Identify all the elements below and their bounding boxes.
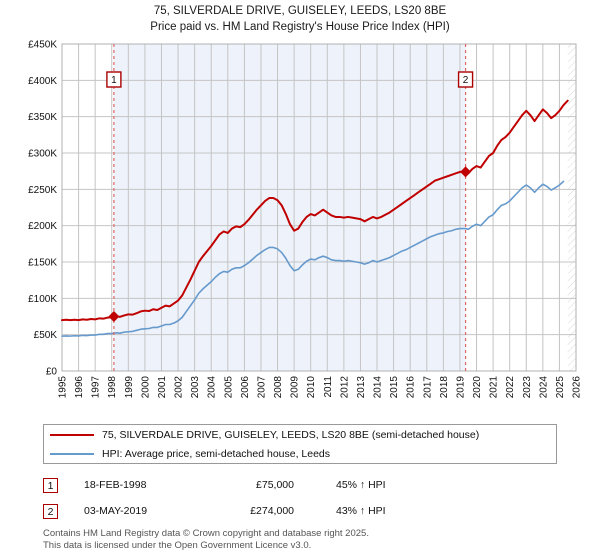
y-axis-tick-label: £450K bbox=[28, 40, 57, 51]
x-axis-tick-label: 2001 bbox=[157, 376, 168, 399]
footer-line-2: This data is licensed under the Open Gov… bbox=[43, 539, 312, 551]
x-axis-tick-label: 1999 bbox=[124, 376, 135, 399]
table-row[interactable]: 1 18-FEB-1998 £75,000 45% ↑ HPI bbox=[43, 472, 557, 498]
x-axis-tick-label: 2010 bbox=[306, 376, 317, 399]
x-axis-tick-label: 2024 bbox=[538, 376, 549, 399]
price-history-chart: £0 £50K £100K £150K £200K £250K £300K £350K £400… bbox=[28, 40, 583, 399]
x-axis-tick-label: 2002 bbox=[174, 376, 185, 399]
transaction-price: £274,000 bbox=[250, 505, 294, 517]
page-title: 75, SILVERDALE DRIVE, GUISELEY, LEEDS, L… bbox=[0, 3, 600, 35]
y-axis-tick-label: £150K bbox=[28, 258, 57, 269]
transaction-date: 03-MAY-2019 bbox=[84, 505, 148, 517]
x-axis-tick-label: 2014 bbox=[373, 376, 384, 399]
title-line-1: 75, SILVERDALE DRIVE, GUISELEY, LEEDS, L… bbox=[153, 5, 447, 17]
x-axis-tick-label: 2007 bbox=[256, 376, 267, 399]
legend-item-hpi: HPI: Average price, semi-detached house,… bbox=[44, 444, 556, 463]
x-axis-tick-label: 2021 bbox=[489, 376, 500, 399]
legend-swatch-price-paid bbox=[50, 433, 94, 436]
x-axis-tick-label: 2022 bbox=[505, 376, 516, 399]
x-axis-tick-label: 2013 bbox=[356, 376, 367, 399]
series-line-price-paid bbox=[61, 99, 569, 322]
x-axis-tick-label: 2017 bbox=[422, 376, 433, 399]
legend-label-price-paid: 75, SILVERDALE DRIVE, GUISELEY, LEEDS, L… bbox=[102, 428, 480, 441]
sale-marker-badge-label: 2 bbox=[463, 75, 469, 86]
x-axis-tick-label: 1998 bbox=[107, 376, 118, 399]
x-axis-tick-label: 2009 bbox=[290, 376, 301, 399]
x-axis-tick-label: 2016 bbox=[406, 376, 417, 399]
transaction-hpi-delta: 45% ↑ HPI bbox=[336, 479, 386, 491]
x-axis-tick-label: 2015 bbox=[389, 376, 400, 399]
footer-line-1: Contains HM Land Registry data © Crown c… bbox=[43, 528, 369, 539]
x-axis-tick-label: 2019 bbox=[455, 376, 466, 399]
title-line-2: Price paid vs. HM Land Registry's House … bbox=[150, 21, 450, 33]
x-axis-tick-label: 2023 bbox=[522, 376, 533, 399]
sale-point-marker[interactable] bbox=[108, 311, 120, 322]
y-axis-tick-label: £200K bbox=[28, 221, 57, 232]
sale-point-marker[interactable] bbox=[460, 166, 472, 178]
y-axis-tick-label: £100K bbox=[28, 294, 57, 305]
x-axis-tick-label: 2012 bbox=[339, 376, 350, 399]
x-axis-tick-label: 1997 bbox=[91, 376, 102, 399]
x-axis-tick-label: 1996 bbox=[74, 376, 85, 399]
sale-marker-badge bbox=[106, 71, 122, 88]
sale-marker-badge-label: 1 bbox=[111, 75, 117, 86]
y-axis-tick-label: £250K bbox=[28, 185, 57, 196]
transactions-table: 1 18-FEB-1998 £75,000 45% ↑ HPI 2 03-MAY… bbox=[43, 472, 557, 524]
transaction-hpi-delta: 43% ↑ HPI bbox=[336, 505, 386, 517]
legend-label-hpi: HPI: Average price, semi-detached house,… bbox=[102, 447, 331, 460]
y-axis-tick-label: £350K bbox=[28, 112, 57, 123]
transaction-index-badge: 1 bbox=[43, 477, 58, 493]
legend-swatch-hpi bbox=[50, 452, 94, 455]
table-row[interactable]: 2 03-MAY-2019 £274,000 43% ↑ HPI bbox=[43, 498, 557, 524]
x-axis-tick-label: 2006 bbox=[240, 376, 251, 399]
y-axis-tick-label: £50K bbox=[34, 330, 58, 341]
x-axis-tick-label: 2011 bbox=[323, 376, 334, 398]
x-axis-tick-label: 2004 bbox=[207, 376, 218, 399]
ownership-span-highlight bbox=[113, 44, 466, 371]
transaction-index-badge: 2 bbox=[43, 503, 58, 519]
transaction-date: 18-FEB-1998 bbox=[84, 479, 147, 491]
x-axis-tick-label: 2018 bbox=[439, 376, 450, 399]
x-axis-tick-label: 1995 bbox=[58, 376, 69, 399]
x-axis-tick-label: 2020 bbox=[472, 376, 483, 399]
x-axis-tick-label: 2005 bbox=[223, 376, 234, 399]
series-line-hpi bbox=[61, 180, 565, 337]
y-axis-tick-label: £400K bbox=[28, 76, 57, 87]
x-axis-tick-label: 2025 bbox=[555, 376, 566, 399]
transaction-price: £75,000 bbox=[256, 479, 294, 491]
x-axis-tick-label: 2008 bbox=[273, 376, 284, 399]
attribution-footer: Contains HM Land Registry data © Crown c… bbox=[43, 528, 563, 551]
y-axis-tick-label: £0 bbox=[46, 367, 58, 378]
x-axis-tick-label: 2026 bbox=[572, 376, 583, 399]
x-axis-tick-label: 2003 bbox=[190, 376, 201, 399]
y-axis-tick-label: £300K bbox=[28, 149, 57, 160]
chart-legend: 75, SILVERDALE DRIVE, GUISELEY, LEEDS, L… bbox=[43, 424, 557, 464]
x-axis-tick-label: 2000 bbox=[140, 376, 151, 399]
legend-item-price-paid: 75, SILVERDALE DRIVE, GUISELEY, LEEDS, L… bbox=[44, 425, 556, 444]
sale-marker-badge bbox=[457, 71, 474, 88]
